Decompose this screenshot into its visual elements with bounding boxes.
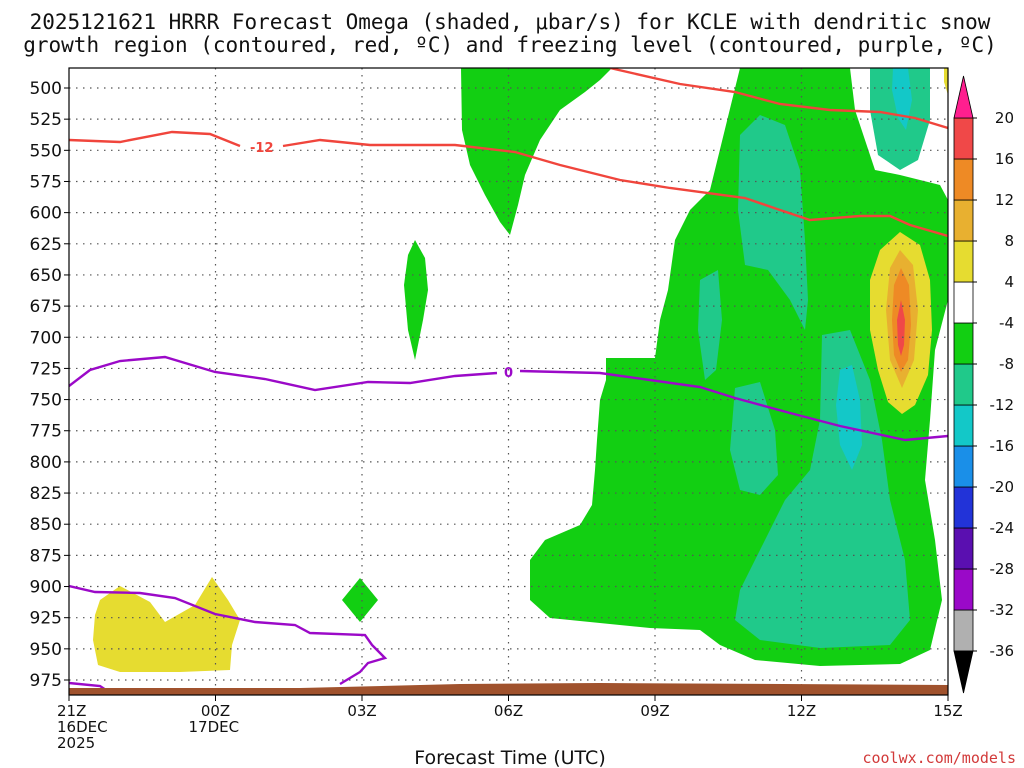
omega-shade-teal-bottom (735, 330, 910, 648)
y-axis-ticks: 500 525 550 575 600 625 650 675 700 725 750 775 800 8… (30, 79, 69, 691)
y-tick-label: 725 (30, 359, 62, 379)
y-tick-label: 950 (30, 640, 62, 660)
freezing-contours (69, 355, 948, 691)
colorbar: -36 -32 -28 -24 -20 -16 -12 -8 -4 4 8 12 16 20 (953, 75, 1015, 694)
omega-shade-cyan-upper (892, 68, 912, 130)
omega-shade-teal-upper (738, 115, 808, 330)
x-tick-label: 16DEC (57, 718, 108, 736)
colorbar-segment (953, 404, 974, 447)
colorbar-segment (953, 527, 974, 570)
x-tick-label: 17DEC (189, 718, 240, 736)
y-tick-label: 675 (30, 297, 62, 317)
colorbar-segment (953, 568, 974, 611)
dgz-contour-label: -12 (250, 141, 274, 156)
y-tick-label: 775 (30, 422, 62, 442)
y-tick-label: 700 (30, 328, 62, 348)
colorbar-label: 4 (1004, 273, 1014, 291)
y-tick-label: 500 (30, 79, 62, 99)
colorbar-segment (953, 445, 974, 488)
y-tick-label: 550 (30, 141, 62, 161)
y-tick-label: 850 (30, 515, 62, 535)
x-tick-label: 15Z (933, 702, 962, 720)
y-tick-label: 525 (30, 110, 62, 130)
x-tick-label: 2025 (57, 734, 95, 752)
freezing-contour-lower (69, 584, 388, 686)
x-tick-label: 21Z (57, 702, 86, 720)
colorbar-label: -20 (990, 478, 1015, 496)
colorbar-label: 12 (995, 191, 1014, 209)
colorbar-segment (953, 281, 974, 324)
colorbar-label: -36 (990, 642, 1015, 660)
colorbar-over-triangle (953, 75, 974, 119)
colorbar-segment (953, 322, 974, 365)
dgz-contour-top (609, 68, 948, 130)
omega-shade-red-core (897, 300, 905, 356)
credit-text: coolwx.com/models (862, 749, 1016, 767)
x-tick-label: 03Z (347, 702, 376, 720)
y-tick-label: 750 (30, 391, 62, 411)
y-tick-label: 575 (30, 172, 62, 192)
omega-shade-teal-low (730, 382, 778, 495)
colorbar-segment (953, 158, 974, 201)
colorbar-segment (953, 363, 974, 406)
freezing-contour-label: 0 (504, 366, 513, 381)
colorbar-segment (953, 117, 974, 160)
colorbar-label: -24 (990, 519, 1015, 537)
dgz-contour-upper (69, 130, 948, 238)
colorbar-label: -4 (999, 314, 1014, 332)
omega-shade-green-sliver (404, 240, 428, 360)
y-tick-label: 625 (30, 235, 62, 255)
colorbar-segment (953, 199, 974, 242)
x-tick-label: 12Z (787, 702, 816, 720)
omega-shade-green-diamond (342, 578, 378, 622)
colorbar-segment (953, 609, 974, 652)
y-tick-label: 600 (30, 204, 62, 224)
y-tick-label: 650 (30, 266, 62, 286)
ground-surface (69, 683, 948, 695)
y-tick-label: 925 (30, 609, 62, 629)
colorbar-label: 20 (995, 109, 1014, 127)
colorbar-label: 16 (995, 150, 1014, 168)
colorbar-label: -8 (999, 355, 1014, 373)
colorbar-label: -12 (990, 396, 1015, 414)
y-tick-label: 825 (30, 484, 62, 504)
omega-shade-cyan-lower (836, 365, 862, 470)
colorbar-under-triangle (953, 650, 974, 694)
x-tick-label: 09Z (640, 702, 669, 720)
omega-shade-green-finger (461, 68, 612, 235)
omega-shade-yellow-corner (944, 68, 948, 95)
y-tick-label: 900 (30, 578, 62, 598)
x-tick-label: 06Z (494, 702, 523, 720)
colorbar-label: -32 (990, 601, 1015, 619)
colorbar-label: -28 (990, 560, 1015, 578)
dgz-contours (69, 68, 948, 238)
x-tick-label: 00Z (201, 702, 230, 720)
y-tick-label: 975 (30, 671, 62, 691)
colorbar-segment (953, 240, 974, 283)
colorbar-label: -16 (990, 437, 1015, 455)
y-tick-label: 875 (30, 546, 62, 566)
colorbar-label: 8 (1004, 232, 1014, 250)
omega-shade-teal-mid (698, 270, 722, 380)
plot-area: -12 0 (69, 68, 948, 695)
colorbar-segment (953, 486, 974, 529)
freezing-contour-main (69, 355, 948, 442)
y-tick-label: 800 (30, 453, 62, 473)
chart-title-line-1: 2025121621 HRRR Forecast Omega (shaded, … (30, 10, 991, 34)
x-axis-label: Forecast Time (UTC) (414, 747, 605, 768)
chart-title-line-2: growth region (contoured, red, ºC) and f… (23, 33, 997, 57)
